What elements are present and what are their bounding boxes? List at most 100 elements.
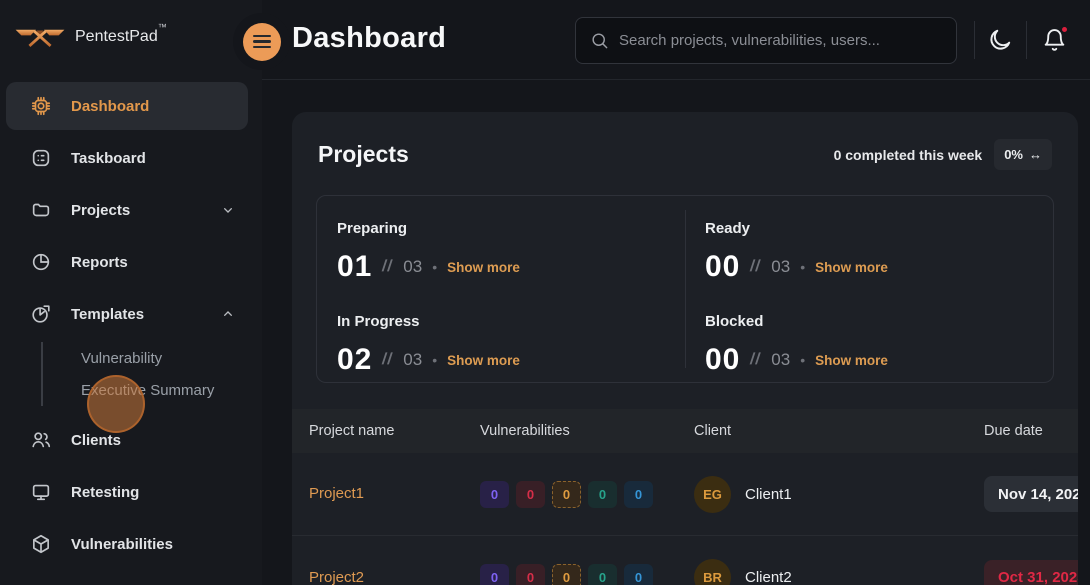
stat-value: 01 <box>337 250 373 283</box>
chip-icon <box>30 95 52 117</box>
projects-card-title: Projects <box>318 141 409 167</box>
notifications-button[interactable] <box>1037 23 1071 57</box>
severity-badge-medium: 0 <box>552 564 581 585</box>
moon-icon <box>987 27 1013 53</box>
table-row[interactable]: Project1 0 0 0 0 0 EG Client1 Nov 14, 20… <box>292 453 1078 536</box>
sidebar-item-dashboard[interactable]: Dashboard <box>6 82 248 130</box>
sidebar-item-taskboard[interactable]: Taskboard <box>6 134 248 182</box>
projects-table: Project name Vulnerabilities Client Due … <box>292 409 1078 585</box>
show-more-link[interactable]: Show more <box>447 259 520 275</box>
stats-divider <box>685 210 686 368</box>
sidebar-item-label: Reports <box>71 253 128 271</box>
vulnerability-badges: 0 0 0 0 0 <box>480 564 694 585</box>
template-icon <box>30 303 52 325</box>
severity-badge-high: 0 <box>516 564 545 585</box>
projects-table-header: Project name Vulnerabilities Client Due … <box>292 409 1078 453</box>
sidebar-item-retesting[interactable]: Retesting <box>6 468 248 516</box>
pie-chart-icon <box>30 251 52 273</box>
sidebar-item-templates[interactable]: Templates <box>6 290 248 338</box>
show-more-link[interactable]: Show more <box>815 352 888 368</box>
sidebar-item-vulnerabilities[interactable]: Vulnerabilities <box>6 520 248 568</box>
due-date-chip: Oct 31, 2025 <box>984 559 1078 585</box>
templates-submenu: Vulnerability Executive Summary <box>41 342 262 406</box>
cube-icon <box>30 533 52 555</box>
topbar-divider <box>1026 21 1027 59</box>
stat-value: 00 <box>705 343 741 376</box>
topbar-divider <box>974 21 975 59</box>
client-cell: EG Client1 <box>694 475 984 513</box>
show-more-link[interactable]: Show more <box>815 259 888 275</box>
global-search[interactable] <box>575 17 957 64</box>
users-icon <box>30 429 52 451</box>
sidebar-toggle-wrap <box>233 13 290 70</box>
client-cell: BR Client2 <box>694 559 984 585</box>
sidebar-item-label: Clients <box>71 431 122 449</box>
table-row[interactable]: Project2 0 0 0 0 0 BR Client2 Oct 31, 20… <box>292 536 1078 585</box>
stat-preparing: Preparing 01 // 03 • Show more <box>337 220 520 283</box>
project-status-stats: Preparing 01 // 03 • Show more Ready 00 … <box>316 195 1054 383</box>
severity-badge-info: 0 <box>624 480 653 508</box>
main-area: Dashboard <box>233 0 1090 585</box>
sidebar: PentestPad™ Dashboard Taskboard <box>0 0 262 585</box>
col-vulnerabilities: Vulnerabilities <box>480 423 570 439</box>
monitor-icon <box>30 481 52 503</box>
completed-this-week: 0 completed this week <box>833 146 983 163</box>
search-input[interactable] <box>619 32 942 49</box>
severity-badge-high: 0 <box>516 480 545 508</box>
stat-ready: Ready 00 // 03 • Show more <box>705 220 888 283</box>
sidebar-item-label: Dashboard <box>71 97 150 115</box>
stat-value: 00 <box>705 250 741 283</box>
project-link[interactable]: Project1 <box>309 485 365 502</box>
chevron-up-icon[interactable] <box>220 306 236 322</box>
hamburger-menu-button[interactable] <box>242 22 281 61</box>
page-title: Dashboard <box>292 22 447 54</box>
col-project-name: Project name <box>309 423 395 439</box>
client-name: Client2 <box>745 569 792 585</box>
brand-name: PentestPad™ <box>75 22 167 45</box>
stat-in-progress: In Progress 02 // 03 • Show more <box>337 313 520 376</box>
search-icon <box>590 31 609 50</box>
sidebar-item-clients[interactable]: Clients <box>6 416 248 464</box>
chevron-down-icon[interactable] <box>220 202 236 218</box>
severity-badge-low: 0 <box>588 564 617 585</box>
severity-badge-info: 0 <box>624 564 653 585</box>
project-link[interactable]: Project2 <box>309 568 365 585</box>
sidebar-subitem-executive-summary[interactable]: Executive Summary <box>81 381 215 399</box>
folder-icon <box>30 199 52 221</box>
sidebar-nav: Dashboard Taskboard Projects <box>0 82 262 568</box>
notification-dot <box>1059 24 1069 34</box>
trend-badge: 0% ↔ <box>994 139 1052 170</box>
left-right-arrow-icon: ↔ <box>1029 147 1042 162</box>
due-date-chip: Nov 14, 2025 <box>984 476 1078 512</box>
sidebar-item-label: Projects <box>71 201 131 219</box>
sidebar-item-label: Taskboard <box>71 149 146 167</box>
show-more-link[interactable]: Show more <box>447 352 520 368</box>
col-client: Client <box>694 423 732 439</box>
topbar: Dashboard <box>233 0 1090 80</box>
pentestpad-wings-icon <box>14 22 66 52</box>
sidebar-subitem-vulnerability[interactable]: Vulnerability <box>81 349 163 367</box>
brand-logo: PentestPad™ <box>0 0 262 52</box>
projects-card: Projects 0 completed this week 0% ↔ Prep… <box>292 112 1078 585</box>
projects-card-header: Projects 0 completed this week 0% ↔ <box>292 112 1078 170</box>
sidebar-item-label: Retesting <box>71 483 140 501</box>
sidebar-item-label: Templates <box>71 305 145 323</box>
theme-toggle-button[interactable] <box>983 23 1017 57</box>
severity-badge-low: 0 <box>588 480 617 508</box>
vulnerability-badges: 0 0 0 0 0 <box>480 480 694 508</box>
avatar: EG <box>694 475 731 513</box>
sidebar-item-reports[interactable]: Reports <box>6 238 248 286</box>
bell-icon <box>1042 24 1069 53</box>
projects-summary: 0 completed this week 0% ↔ <box>834 139 1052 170</box>
sidebar-item-projects[interactable]: Projects <box>6 186 248 234</box>
stat-value: 02 <box>337 343 373 376</box>
severity-badge-medium: 0 <box>552 480 581 508</box>
avatar: BR <box>694 559 731 585</box>
severity-badge-critical: 0 <box>480 480 509 508</box>
stat-blocked: Blocked 00 // 03 • Show more <box>705 313 888 376</box>
brand-tm: ™ <box>157 22 167 32</box>
taskboard-icon <box>30 147 52 169</box>
col-due-date: Due date <box>984 423 1043 439</box>
client-name: Client1 <box>745 485 792 503</box>
hamburger-icon <box>252 32 271 52</box>
